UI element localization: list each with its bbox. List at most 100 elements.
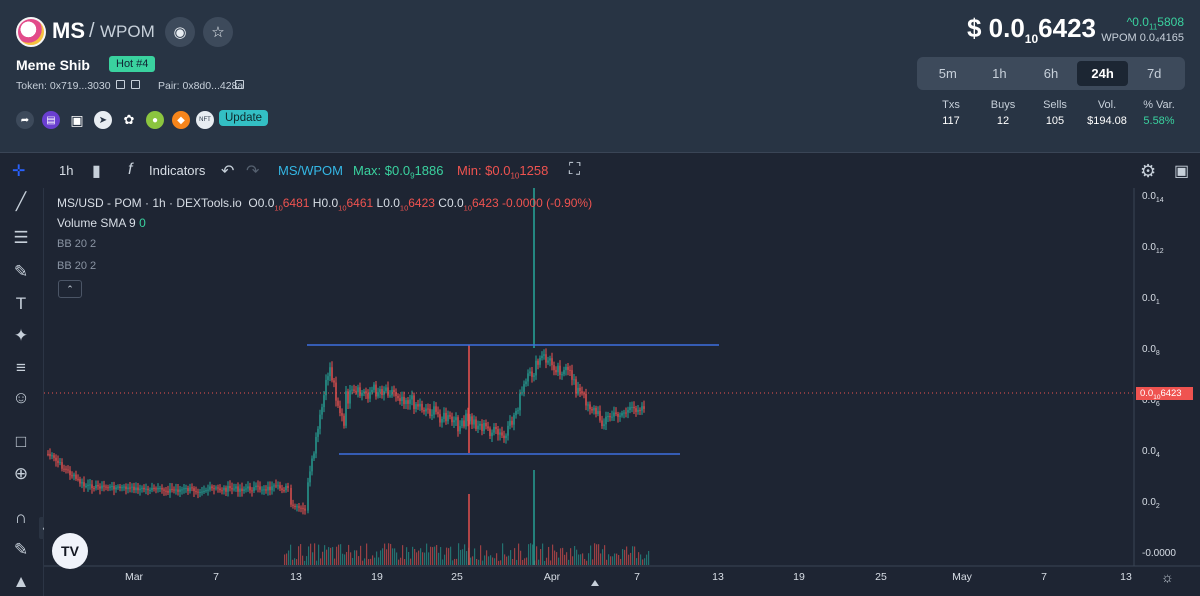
- candle-body: [365, 391, 367, 394]
- update-button[interactable]: Update: [219, 110, 269, 126]
- settings-icon[interactable]: ⚙: [1140, 161, 1157, 181]
- twitter-icon[interactable]: ✿: [123, 112, 135, 127]
- candle-body: [535, 360, 537, 376]
- candle-body: [401, 396, 403, 401]
- volume-bar: [340, 544, 342, 565]
- crosshair-icon[interactable]: ✛: [12, 163, 26, 180]
- copy-icon[interactable]: [235, 80, 244, 89]
- candles-icon[interactable]: ▮: [92, 163, 101, 180]
- pattern-icon[interactable]: ✦: [13, 326, 29, 345]
- monitor-icon[interactable]: ▣: [70, 111, 84, 128]
- candle-body: [296, 506, 298, 508]
- indicators-button[interactable]: Indicators: [149, 163, 206, 178]
- chart-icon[interactable]: ▤: [42, 111, 60, 129]
- nft-icon[interactable]: NFT: [196, 111, 214, 129]
- candle-body: [443, 412, 445, 419]
- legend-collapse-button[interactable]: ⌃: [58, 280, 82, 298]
- ruler-icon[interactable]: □: [15, 432, 27, 451]
- volume-bar: [590, 545, 592, 565]
- camera-icon[interactable]: ▣: [1174, 163, 1190, 180]
- candle-body: [191, 487, 193, 489]
- candle-body: [563, 370, 565, 375]
- volume-bar: [634, 546, 636, 565]
- fullscreen-icon[interactable]: ⛶: [569, 161, 581, 178]
- candle-body: [529, 371, 531, 374]
- candle-body: [341, 413, 343, 416]
- volume-bar: [586, 560, 588, 565]
- fx-icon[interactable]: f: [128, 161, 133, 178]
- timeframe-24h[interactable]: 24h: [1076, 61, 1129, 86]
- copy-icon[interactable]: [116, 80, 125, 89]
- candle-body: [613, 412, 615, 417]
- external-link-icon[interactable]: [131, 80, 140, 89]
- candle-body: [591, 408, 593, 411]
- timeframe-5m[interactable]: 5m: [938, 66, 957, 81]
- candle-body: [431, 414, 433, 416]
- candle-body: [515, 410, 517, 416]
- redo-icon[interactable]: ↷: [246, 163, 260, 180]
- candle-body: [171, 488, 173, 490]
- volume-bar: [324, 545, 326, 565]
- volume-bar: [352, 557, 354, 565]
- candle-body: [549, 358, 551, 361]
- volume-bar: [310, 543, 312, 565]
- candle-body: [531, 371, 533, 377]
- candle-body: [323, 395, 325, 408]
- pair-slash: /: [89, 20, 95, 42]
- text-icon[interactable]: T: [15, 294, 27, 313]
- candle-body: [333, 380, 335, 383]
- candle-body: [59, 462, 61, 464]
- candle-body: [145, 488, 147, 490]
- volume-bar: [618, 555, 620, 565]
- candle-body: [459, 426, 461, 432]
- trend-line-icon[interactable]: ╱: [15, 192, 27, 211]
- volume-bar: [544, 560, 546, 565]
- binoculars-icon[interactable]: ◉: [165, 17, 195, 47]
- fib-lines-icon[interactable]: ☰: [13, 228, 29, 247]
- lock-drawing-icon[interactable]: ✎: [13, 540, 29, 559]
- timeframe-1h[interactable]: 1h: [992, 66, 1007, 81]
- volume-bar: [366, 543, 368, 565]
- volume-bar: [594, 543, 596, 565]
- interval-selector[interactable]: 1h: [59, 163, 74, 178]
- coingecko-icon[interactable]: ●: [146, 111, 164, 129]
- candle-body: [385, 387, 387, 391]
- timeframe-6h[interactable]: 6h: [1043, 66, 1059, 81]
- brush-icon[interactable]: ✎: [13, 262, 29, 281]
- zoom-in-icon[interactable]: ⊕: [13, 464, 29, 483]
- candle-body: [489, 428, 491, 437]
- telegram-icon[interactable]: ➤: [94, 111, 112, 129]
- star-icon[interactable]: ☆: [203, 17, 233, 47]
- prediction-icon[interactable]: ≡: [16, 358, 26, 377]
- candle-body: [175, 489, 177, 491]
- magnet-icon[interactable]: ∩: [14, 508, 28, 527]
- volume-bar: [584, 558, 586, 565]
- tradingview-logo[interactable]: TV: [52, 533, 88, 569]
- chart-canvas[interactable]: [44, 188, 1200, 596]
- undo-icon[interactable]: ↶: [221, 163, 235, 180]
- drawing-tools-sidebar: ╱ ☰ ✎ T ✦ ≡ ☺ □ ⊕ ∩ ✎ ▲: [0, 188, 44, 596]
- candle-body: [243, 489, 245, 491]
- volume-bar: [558, 557, 560, 565]
- lock-icon[interactable]: ▲: [12, 572, 30, 591]
- candle-body: [213, 488, 215, 490]
- share-icon[interactable]: ➦: [16, 111, 34, 129]
- volume-bar: [466, 551, 468, 565]
- volume-bar: [568, 559, 570, 565]
- candle-body: [302, 507, 304, 509]
- candle-body: [47, 453, 49, 455]
- candle-body: [97, 484, 99, 487]
- candle-body: [111, 486, 113, 488]
- volume-bar: [608, 554, 610, 565]
- volume-bar: [564, 554, 566, 565]
- smiley-icon[interactable]: ☺: [12, 388, 30, 407]
- candle-body: [63, 468, 65, 470]
- timeframe-7d[interactable]: 7d: [1146, 66, 1162, 81]
- axis-settings-icon[interactable]: ☼: [1161, 569, 1174, 585]
- candle-body: [61, 462, 63, 469]
- metamask-icon[interactable]: ◆: [172, 111, 190, 129]
- candle-body: [435, 406, 437, 412]
- price-chart[interactable]: MS/USD - POM · 1h · DEXTools.io O0.01064…: [44, 188, 1200, 596]
- volume-bar: [502, 543, 504, 565]
- candle-body: [377, 392, 379, 397]
